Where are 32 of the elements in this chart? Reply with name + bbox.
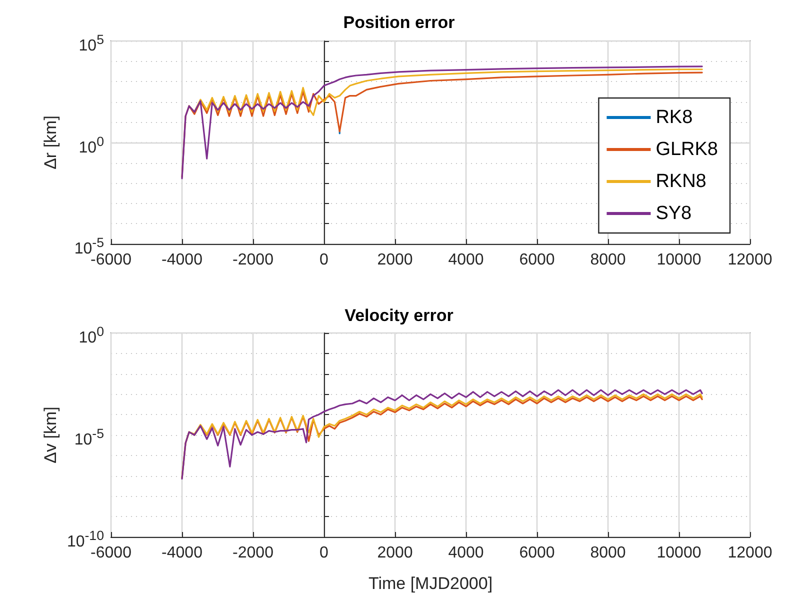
y-tick-label: 10$^{0}$ <box>78 132 104 158</box>
chart-title: Position error <box>343 13 456 32</box>
legend-label: SY8 <box>656 203 692 224</box>
legend-label: GLRK8 <box>656 139 718 160</box>
x-tick-label: -6000 <box>90 252 132 268</box>
chart-title: Velocity error <box>344 306 454 325</box>
legend-label: RK8 <box>656 107 693 128</box>
x-tick-label: 4000 <box>448 544 484 562</box>
x-tick-label: -4000 <box>162 544 203 562</box>
x-tick-label: 6000 <box>519 544 555 562</box>
y-tick-label: 10$^{5}$ <box>78 31 104 56</box>
x-tick-label: -2000 <box>232 252 274 268</box>
x-tick-label: 8000 <box>590 252 626 268</box>
x-tick-label: 10000 <box>656 544 702 562</box>
x-tick-label: -4000 <box>162 252 203 268</box>
x-tick-label: 10000 <box>656 252 702 268</box>
x-tick-label: 6000 <box>519 252 555 268</box>
x-tick-label: -2000 <box>232 544 274 562</box>
x-tick-label: 0 <box>320 544 329 562</box>
x-tick-label: 12000 <box>728 252 772 268</box>
x-tick-label: 8000 <box>590 544 626 562</box>
y-tick-label: 10$^{-5}$ <box>74 425 104 450</box>
y-axis-title: Δr [km] <box>41 116 60 170</box>
x-axis-title: Time [MJD2000] <box>368 574 493 593</box>
x-tick-label: 12000 <box>728 544 772 562</box>
x-tick-label: 2000 <box>377 252 413 268</box>
y-axis-title: Δv [km] <box>41 406 60 464</box>
y-tick-label: 10$^{0}$ <box>78 323 104 348</box>
x-tick-label: 4000 <box>448 252 484 268</box>
x-tick-label: 2000 <box>377 544 413 562</box>
x-tick-label: 0 <box>320 252 329 268</box>
legend-label: RKN8 <box>656 171 706 192</box>
